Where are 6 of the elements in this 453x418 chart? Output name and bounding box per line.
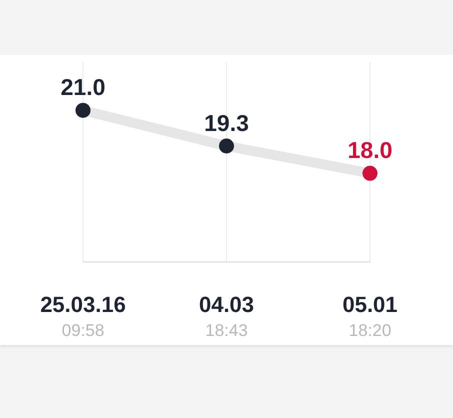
data-label: 21.0 xyxy=(60,74,106,100)
data-label: 19.3 xyxy=(204,110,249,136)
data-label: 18.0 xyxy=(348,137,392,164)
x-tick-label: 25.03.16 09:58 xyxy=(40,292,126,340)
x-tick-label: 04.03 18:43 xyxy=(198,292,254,340)
x-tick-label: 05.01 18:20 xyxy=(342,292,398,340)
